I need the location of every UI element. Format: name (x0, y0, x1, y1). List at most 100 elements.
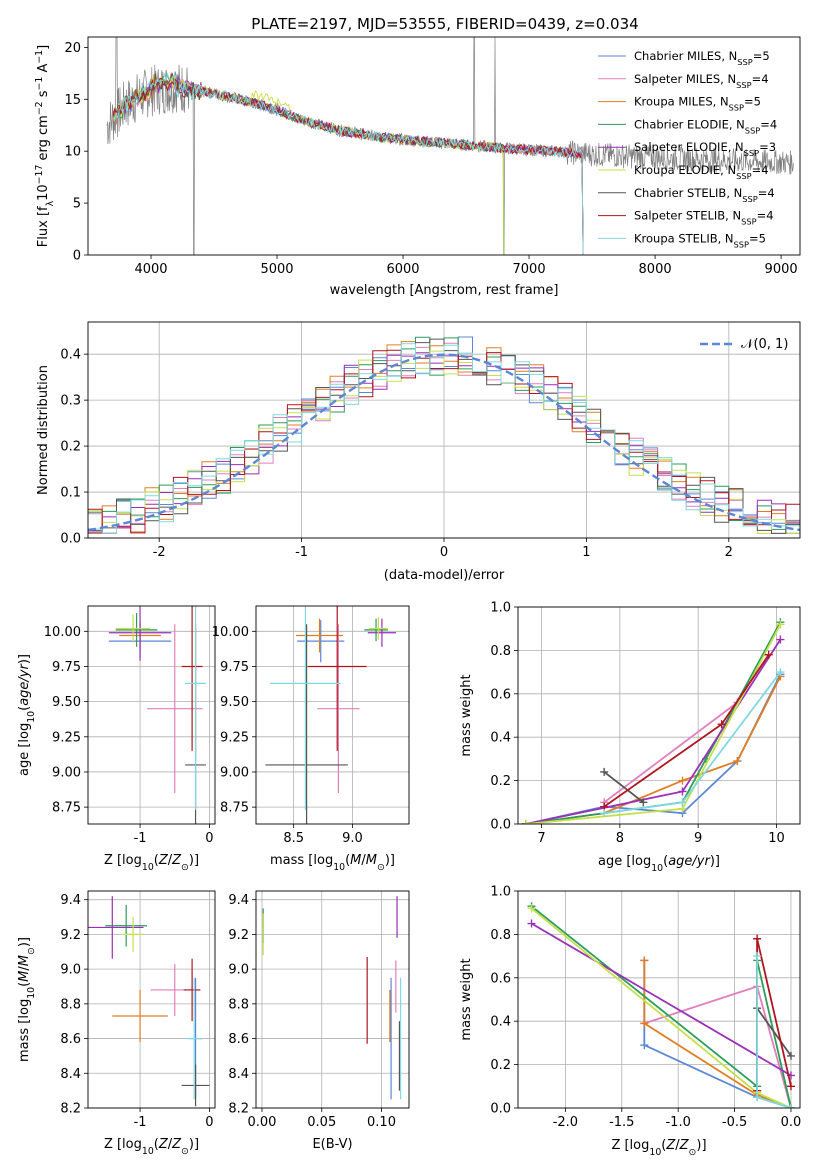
normal-curve (88, 353, 800, 532)
axes-frame (87, 321, 801, 539)
y-tick-label: 8.6 (60, 1032, 81, 1047)
y-tick-label: 9.4 (60, 893, 81, 908)
y-tick-label: 0.1 (60, 486, 81, 501)
spectrum-axes: 4000 5000 6000 7000 8000 9000 0 5 10 15 20 waveleng… (34, 36, 801, 298)
y-tick-label: 9.75 (52, 660, 81, 675)
y-tick-label: 9.25 (52, 730, 81, 745)
histogram-axes: -2 -1 0 1 2 0.0 0.1 0.2 0.3 0.4 (data-model)/error… (36, 321, 801, 583)
y-tick-label: 9.50 (52, 695, 81, 710)
y-axis-label: mass weight (459, 958, 474, 1040)
x-tick-label: 0.10 (367, 1115, 396, 1130)
y-tick-label: 0.4 (60, 348, 81, 363)
mass-weight-marker (600, 809, 609, 818)
x-tick-label: 0.0 (781, 1115, 802, 1130)
x-axis-label: mass [log10(M/M⊙)] (270, 853, 395, 873)
y-tick-label: 0.0 (490, 818, 511, 833)
age-vs-z-axes: -1 0 8.75 9.00 9.25 9.50 9.75 10.00 Z [log10(Z/Z… (17, 605, 216, 873)
mass-weight-line (756, 1007, 792, 1057)
y-tick-label: 10 (64, 145, 81, 160)
axes-frame (87, 890, 216, 1109)
y-tick-label: 8.4 (60, 1067, 81, 1082)
legend-entry: Salpeter MILES, NSSP=4 (634, 72, 769, 90)
x-tick-label: 1 (582, 545, 590, 560)
age-vs-mass-axes: 8.5 9.0 8.75 9.00 9.25 9.50 9.75 10.00 mass [log… (212, 605, 410, 873)
mass-weight-line (643, 960, 792, 1108)
histogram-step (88, 343, 800, 534)
y-tick-label: 9.2 (228, 928, 249, 943)
x-tick-label: 8 (616, 831, 624, 846)
legend-entry: Salpeter STELIB, NSSP=4 (634, 209, 774, 227)
legend-entry: 𝒩(0, 1) (741, 337, 788, 352)
mass-weight-line (603, 701, 738, 804)
y-tick-label: 8.75 (220, 801, 249, 816)
y-tick-label: 9.0 (228, 963, 249, 978)
x-tick-label: 0 (205, 831, 213, 846)
mass-vs-z-axes: -1 0 8.2 8.4 8.6 8.8 9.0 9.2 9.4 Z [log10(Z/Z⊙)] m… (17, 890, 216, 1157)
mass-weight-marker (753, 934, 762, 943)
y-tick-label: 9.75 (220, 660, 249, 675)
mass-weight-marker (786, 1082, 795, 1091)
x-tick-label: 7000 (513, 262, 546, 277)
axes-frame (255, 605, 410, 825)
x-tick-label: 6000 (386, 262, 419, 277)
y-tick-label: 8.6 (228, 1032, 249, 1047)
y-tick-label: 9.0 (60, 963, 81, 978)
axes-frame (87, 36, 801, 256)
legend-entry: Kroupa MILES, NSSP=5 (634, 95, 761, 113)
mass-weight-line (603, 771, 644, 804)
x-tick-label: 0 (205, 1115, 213, 1130)
mass-weight-line (530, 905, 792, 1108)
axes-frame (255, 890, 410, 1109)
x-axis-label: E(B-V) (312, 1137, 352, 1152)
model-spectrum-line (112, 72, 584, 255)
histogram-step (88, 349, 800, 534)
plot-area (106, 37, 794, 255)
legend-entry: Kroupa ELODIE, NSSP=4 (634, 163, 769, 181)
legend-entry: Chabrier STELIB, NSSP=4 (634, 186, 775, 204)
y-tick-label: 8.2 (60, 1102, 81, 1117)
mass-weight-marker (600, 767, 609, 776)
y-axis-label: mass weight (459, 674, 474, 756)
mass-weight-marker (527, 904, 536, 913)
plot-area (265, 606, 397, 824)
y-axis-label: Flux [fλ10−17 erg cm−2 s−1 A−1] (34, 45, 56, 247)
y-tick-label: 0.6 (490, 687, 511, 702)
y-axis-label: age [log10(age/yr)] (17, 654, 37, 776)
x-tick-label: -1.5 (609, 1115, 634, 1130)
mass-weight-line (644, 985, 792, 1108)
legend: Chabrier MILES, NSSP=5 Salpeter MILES, NS… (598, 49, 777, 249)
y-axis-label: mass [log10(M/M⊙)] (17, 937, 37, 1062)
y-tick-label: 8.8 (228, 997, 249, 1012)
y-tick-label: 8.4 (228, 1067, 249, 1082)
mass-weight-marker (776, 668, 785, 677)
mass-weight-marker (717, 720, 726, 729)
x-tick-label: 10 (768, 831, 785, 846)
y-tick-label: 9.50 (220, 695, 249, 710)
mass-weight-marker (678, 776, 687, 785)
y-tick-label: 20 (64, 41, 81, 56)
x-tick-label: -0.5 (722, 1115, 747, 1130)
axes-frame (517, 890, 801, 1109)
y-tick-label: 1.0 (490, 885, 511, 900)
x-axis-label: (data-model)/error (384, 568, 505, 583)
x-axis-label: Z [log10(Z/Z⊙)] (104, 853, 199, 873)
mass-weight-marker (776, 635, 785, 644)
x-axis-label: age [log10(age/yr)] (598, 854, 720, 874)
plot-area (527, 902, 795, 1108)
x-tick-label: 0.05 (307, 1115, 336, 1130)
y-tick-label: 9.2 (60, 928, 81, 943)
axes-frame (87, 605, 216, 825)
x-tick-label: 0.00 (248, 1115, 277, 1130)
x-tick-label: 9000 (765, 262, 798, 277)
axes-frame (517, 606, 801, 825)
mass-weight-marker (640, 956, 649, 965)
y-tick-label: 9.25 (220, 730, 249, 745)
mass-weight-marker (678, 798, 687, 807)
y-tick-label: 0.4 (490, 731, 511, 746)
model-spectrum-line (112, 78, 584, 255)
y-tick-label: 8.2 (228, 1102, 249, 1117)
x-axis-label: Z [log10(Z/Z⊙)] (611, 1138, 706, 1158)
x-tick-label: 5000 (260, 262, 293, 277)
plot-area (108, 606, 206, 824)
